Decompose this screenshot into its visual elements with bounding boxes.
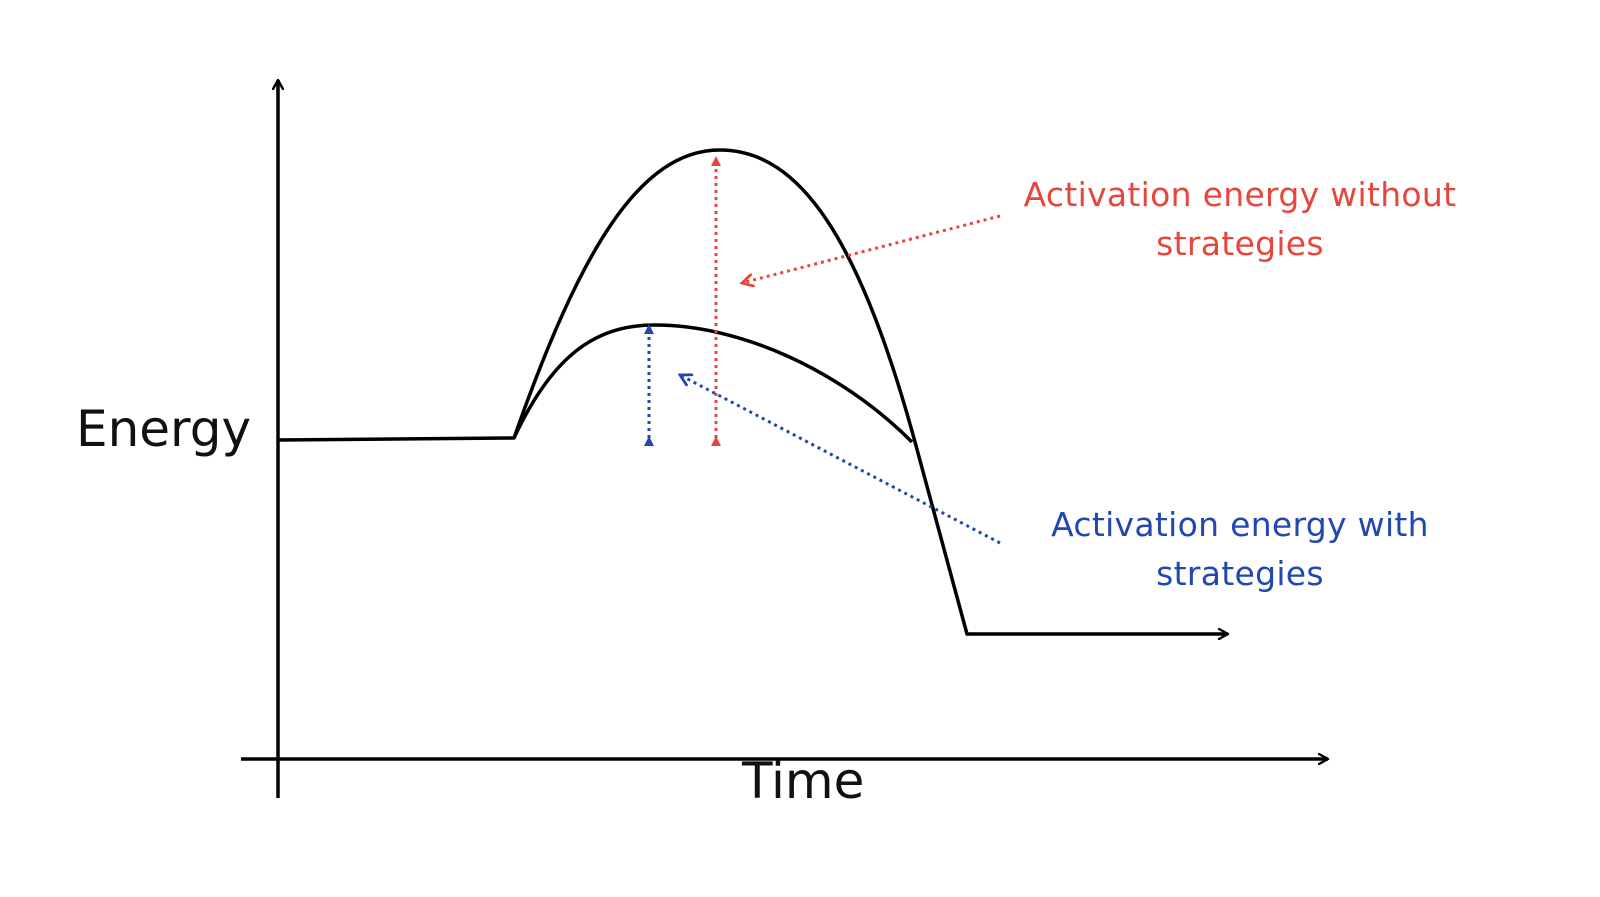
- note-without-line2: strategies: [1156, 224, 1324, 263]
- note-with-strategies: Activation energy with strategies: [1015, 500, 1465, 598]
- note-without-strategies: Activation energy without strategies: [1015, 170, 1465, 268]
- curve-without-strategies: [277, 148, 1228, 634]
- curve-with-strategies: [512, 323, 914, 444]
- note-without-line1: Activation energy without: [1023, 175, 1457, 214]
- note-with-line2: strategies: [1156, 554, 1324, 593]
- note-with-line1: Activation energy with: [1051, 505, 1429, 544]
- x-axis-label: Time: [742, 752, 865, 810]
- y-axis-label: Energy: [76, 400, 252, 458]
- blue-pointer-arrow: [680, 375, 1001, 545]
- red-pointer-arrow: [742, 214, 1001, 283]
